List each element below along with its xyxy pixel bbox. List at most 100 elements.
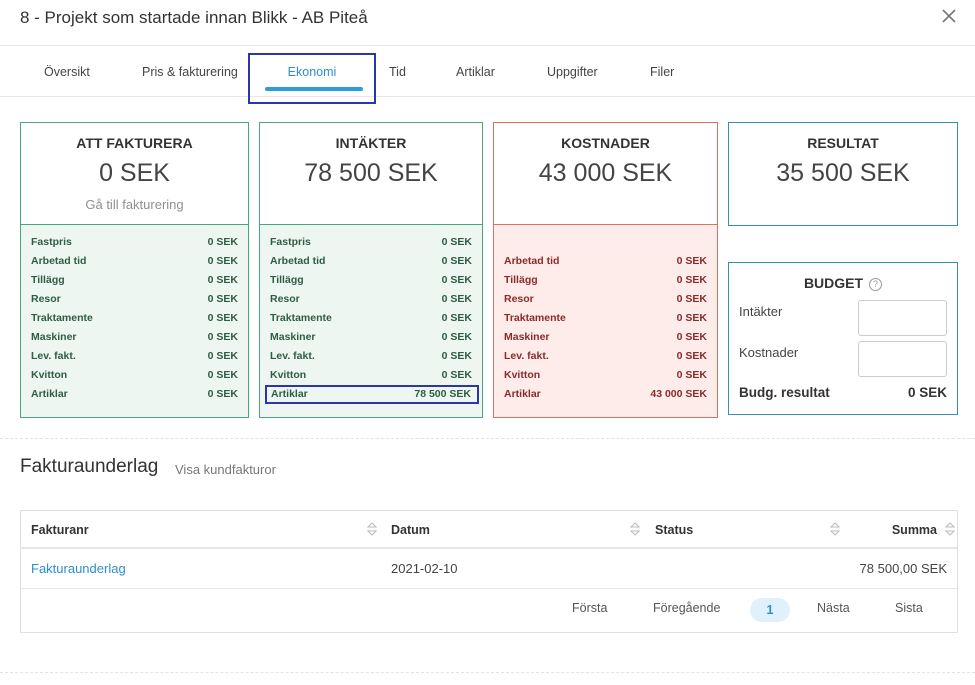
pager-page-current[interactable]: 1 xyxy=(750,598,790,622)
breakdown-row: Fastpris 0 SEK xyxy=(270,233,472,252)
row-value: 0 SEK xyxy=(676,293,707,305)
row-value: 0 SEK xyxy=(441,236,472,248)
row-label: Maskiner xyxy=(270,331,316,343)
row-label: Lev. fakt. xyxy=(504,350,549,362)
row-label: Artiklar xyxy=(504,388,541,400)
row-value: 0 SEK xyxy=(441,369,472,381)
column-header-fakturanr[interactable]: Fakturanr xyxy=(31,523,89,537)
sort-icon[interactable] xyxy=(830,521,840,537)
breakdown-row: Resor 0 SEK xyxy=(270,290,472,309)
card-intakter: INTÄKTER 78 500 SEK Fastpris 0 SEK Arbeta… xyxy=(259,122,483,418)
row-label: Fastpris xyxy=(31,236,72,248)
breakdown-row: Lev. fakt. 0 SEK xyxy=(504,347,707,366)
breakdown-row: Fastpris 0 SEK xyxy=(31,233,238,252)
breakdown-row: Kvitton 0 SEK xyxy=(270,366,472,385)
row-label: Resor xyxy=(504,293,534,305)
row-label: Lev. fakt. xyxy=(270,350,315,362)
breakdown-row: Maskiner 0 SEK xyxy=(31,328,238,347)
sort-icon[interactable] xyxy=(945,521,955,537)
tab-uppgifter[interactable]: Uppgifter xyxy=(547,65,598,79)
column-header-datum[interactable]: Datum xyxy=(391,523,430,537)
tab-filer[interactable]: Filer xyxy=(650,65,675,79)
pagination: Första Föregående 1 Nästa Sista xyxy=(21,589,957,632)
row-value: 78 500 SEK xyxy=(414,388,471,400)
breakdown-row: Traktamente 0 SEK xyxy=(31,309,238,328)
tab-tid[interactable]: Tid xyxy=(389,65,406,79)
sort-icon[interactable] xyxy=(630,521,640,537)
budget-intakter-input[interactable] xyxy=(858,300,947,336)
row-value: 0 SEK xyxy=(676,369,707,381)
column-header-status[interactable]: Status xyxy=(655,523,694,537)
pager-last[interactable]: Sista xyxy=(895,601,923,615)
tab-pris-fakturering[interactable]: Pris & fakturering xyxy=(142,65,238,79)
tab-bar: Översikt Pris & fakturering Ekonomi Tid … xyxy=(0,46,975,97)
table-row: Fakturaunderlag 2021-02-10 78 500,00 SEK xyxy=(21,549,957,589)
row-label: Tillägg xyxy=(270,274,304,286)
breakdown-row: Maskiner 0 SEK xyxy=(270,328,472,347)
row-value: 0 SEK xyxy=(441,274,472,286)
breakdown-row: Artiklar 43 000 SEK xyxy=(504,385,707,404)
row-label: Maskiner xyxy=(504,331,550,343)
modal-title: 8 - Projekt som startade innan Blikk - A… xyxy=(20,8,368,27)
card-att-fakturera: ATT FAKTURERA 0 SEK Gå till fakturering … xyxy=(20,122,249,418)
tab-oversikt[interactable]: Översikt xyxy=(44,65,90,79)
question-icon[interactable]: ? xyxy=(869,278,883,291)
pager-previous[interactable]: Föregående xyxy=(653,601,721,615)
row-label: Tillägg xyxy=(504,274,538,286)
row-value: 0 SEK xyxy=(441,331,472,343)
card-kostnader: KOSTNADER 43 000 SEK Arbetad tid 0 SEK Ti… xyxy=(493,122,718,418)
breakdown-row: Artiklar 0 SEK xyxy=(31,385,238,404)
row-value: 43 000 SEK xyxy=(650,388,707,400)
pager-next[interactable]: Nästa xyxy=(817,601,850,615)
active-tab-indicator xyxy=(265,87,363,91)
close-icon[interactable] xyxy=(941,8,957,24)
breakdown-row: Tillägg 0 SEK xyxy=(270,271,472,290)
row-label: Arbetad tid xyxy=(504,255,560,267)
section-divider xyxy=(0,438,975,439)
budget-kostnader-label: Kostnader xyxy=(739,345,799,360)
show-customer-invoices-link[interactable]: Visa kundfakturor xyxy=(175,462,276,477)
card-amount: 78 500 SEK xyxy=(304,159,438,187)
cell-summa: 78 500,00 SEK xyxy=(859,561,947,576)
breakdown-row: Arbetad tid 0 SEK xyxy=(31,252,238,271)
row-value: 0 SEK xyxy=(441,293,472,305)
row-label: Artiklar xyxy=(271,388,308,400)
tab-focus-outline xyxy=(248,53,376,104)
breakdown-row: Kvitton 0 SEK xyxy=(31,366,238,385)
breakdown-row: Traktamente 0 SEK xyxy=(504,309,707,328)
row-value: 0 SEK xyxy=(441,255,472,267)
column-header-summa[interactable]: Summa xyxy=(891,523,937,537)
tab-artiklar[interactable]: Artiklar xyxy=(456,65,495,79)
section-title: Fakturaunderlag xyxy=(20,456,159,477)
sort-icon[interactable] xyxy=(367,521,377,537)
card-label: INTÄKTER xyxy=(335,135,407,151)
card-resultat: RESULTAT 35 500 SEK xyxy=(728,122,958,226)
go-to-invoicing-link[interactable]: Gå till fakturering xyxy=(85,197,184,212)
breakdown-row: Resor 0 SEK xyxy=(504,290,707,309)
pager-first[interactable]: Första xyxy=(572,601,608,615)
breakdown-list: Fastpris 0 SEK Arbetad tid 0 SEK Tillägg 0 … xyxy=(21,224,248,417)
tab-ekonomi[interactable]: Ekonomi xyxy=(250,46,374,97)
row-value: 0 SEK xyxy=(207,331,238,343)
budget-kostnader-input[interactable] xyxy=(858,341,947,377)
budget-result: Budg. resultat 0 SEK xyxy=(739,385,947,400)
row-label: Traktamente xyxy=(504,312,566,324)
breakdown-row: Tillägg 0 SEK xyxy=(504,271,707,290)
budget-title: BUDGET? xyxy=(729,275,957,291)
row-label: Traktamente xyxy=(31,312,93,324)
invoice-link[interactable]: Fakturaunderlag xyxy=(31,561,126,576)
row-value: 0 SEK xyxy=(676,255,707,267)
invoice-table: Fakturanr Datum Status Summa Fakturaunde… xyxy=(20,510,958,633)
card-budget: BUDGET? Intäkter Kostnader Budg. resulta… xyxy=(728,262,958,415)
row-label: Resor xyxy=(31,293,61,305)
breakdown-row-highlighted: Artiklar 78 500 SEK xyxy=(265,385,479,404)
budget-result-label: Budg. resultat xyxy=(739,385,830,400)
row-label: Maskiner xyxy=(31,331,77,343)
row-label: Resor xyxy=(270,293,300,305)
row-label: Kvitton xyxy=(504,369,541,381)
section-divider xyxy=(0,672,975,673)
row-label: Arbetad tid xyxy=(31,255,87,267)
card-label: RESULTAT xyxy=(807,135,879,151)
row-label: Artiklar xyxy=(31,388,68,400)
budget-result-value: 0 SEK xyxy=(907,385,947,400)
